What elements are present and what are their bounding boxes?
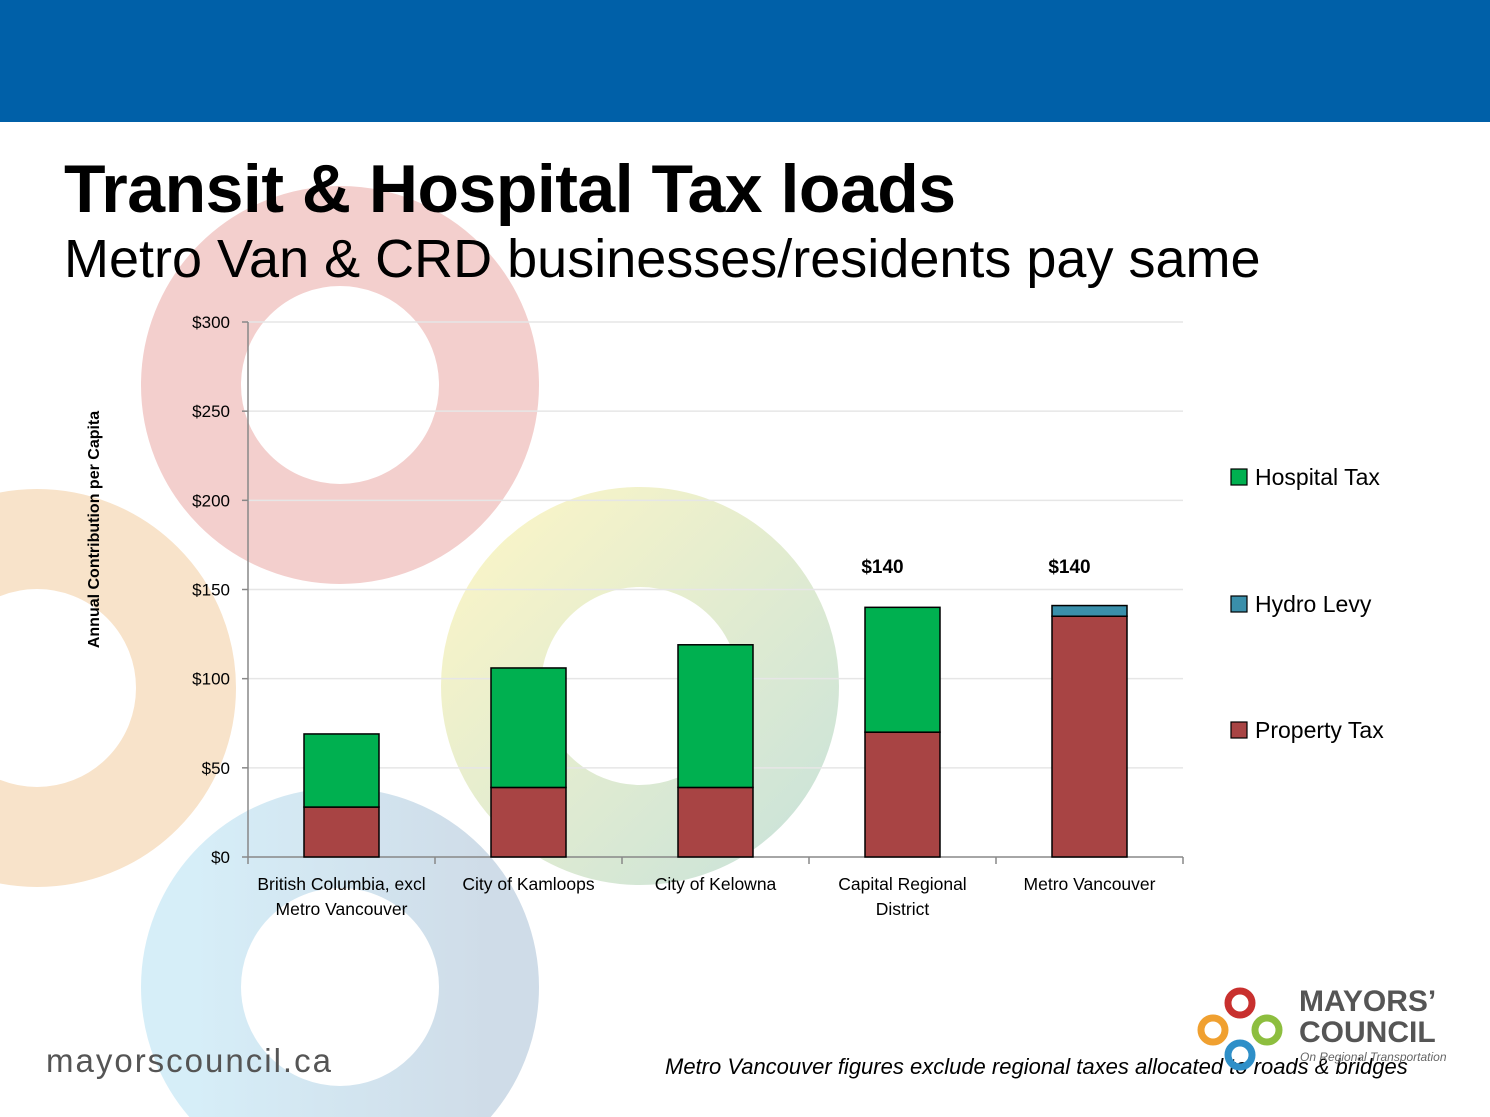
footnote: Metro Vancouver figures exclude regional… bbox=[665, 1054, 1408, 1079]
ring-orange bbox=[0, 489, 236, 887]
legend-label: Hydro Levy bbox=[1255, 591, 1372, 617]
bar-hospital-tax bbox=[864, 606, 941, 733]
legend-swatch bbox=[1230, 468, 1248, 486]
bar-property-tax bbox=[490, 786, 567, 858]
legend-label: Property Tax bbox=[1255, 717, 1384, 743]
legend-label: Hospital Tax bbox=[1255, 464, 1380, 490]
y-axis-label: Annual Contribution per Capita bbox=[86, 411, 103, 648]
bar-property-tax bbox=[864, 731, 941, 858]
x-tick-label: British Columbia, excl bbox=[257, 874, 425, 894]
y-tick-label: $300 bbox=[192, 313, 230, 332]
total-data-label: $140 bbox=[1048, 557, 1090, 578]
x-tick-label: Metro Vancouver bbox=[1024, 874, 1156, 894]
bar-hospital-tax bbox=[303, 733, 380, 808]
bar-hospital-tax bbox=[490, 667, 567, 789]
logo-text-mayors: MAYORS’ bbox=[1299, 985, 1437, 1018]
logo-ring-orange bbox=[1197, 1014, 1229, 1046]
bar-property-tax bbox=[1051, 615, 1128, 858]
legend-swatch bbox=[1230, 595, 1248, 613]
x-tick-label: District bbox=[876, 899, 930, 919]
website-label: mayorscouncil.ca bbox=[46, 1042, 333, 1079]
y-tick-label: $150 bbox=[192, 581, 230, 600]
y-tick-label: $250 bbox=[192, 402, 230, 421]
x-tick-label: City of Kamloops bbox=[462, 874, 595, 894]
y-tick-label: $0 bbox=[211, 848, 230, 867]
page-subtitle: Metro Van & CRD businesses/residents pay… bbox=[64, 229, 1261, 289]
y-tick-label: $50 bbox=[202, 759, 230, 778]
x-tick-label: City of Kelowna bbox=[655, 874, 777, 894]
legend-swatch bbox=[1230, 721, 1248, 739]
mayors-council-logo-icon bbox=[1197, 987, 1283, 1071]
x-tick-label: Capital Regional bbox=[838, 874, 966, 894]
y-tick-label: $100 bbox=[192, 670, 230, 689]
bar-hydro-levy bbox=[1051, 604, 1128, 617]
logo-ring-red bbox=[1224, 987, 1256, 1019]
logo-ring-blue bbox=[1224, 1039, 1256, 1071]
logo-text-council: COUNCIL bbox=[1299, 1016, 1436, 1049]
bar-property-tax bbox=[677, 786, 754, 858]
top-banner bbox=[0, 0, 1490, 122]
bar-property-tax bbox=[303, 806, 380, 858]
bar-hospital-tax bbox=[677, 644, 754, 789]
page-title: Transit & Hospital Tax loads bbox=[64, 151, 956, 227]
x-tick-label: Metro Vancouver bbox=[276, 899, 408, 919]
total-data-label: $140 bbox=[861, 557, 903, 578]
logo-text-tagline: On Regional Transportation bbox=[1300, 1050, 1447, 1064]
logo-ring-green bbox=[1251, 1014, 1283, 1046]
ring-red bbox=[141, 186, 539, 584]
y-tick-label: $200 bbox=[192, 491, 230, 510]
